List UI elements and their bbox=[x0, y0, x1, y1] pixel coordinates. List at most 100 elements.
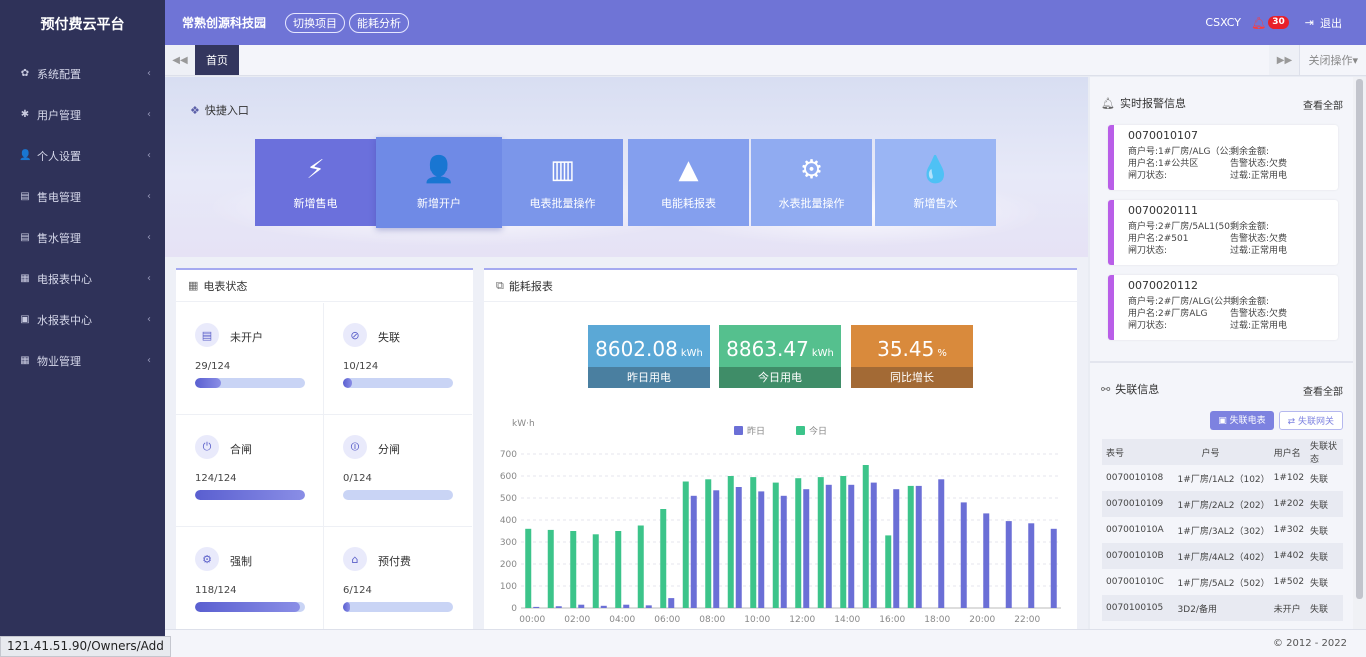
meter-status-progress bbox=[195, 602, 305, 612]
logout-button[interactable]: ⇥ 退出 bbox=[1305, 15, 1342, 31]
sidebar-item-4[interactable]: ▤ 售水管理 ‹ bbox=[0, 217, 165, 258]
meter-status-item[interactable]: ▤ 未开户 29/124 bbox=[176, 303, 324, 415]
table-row[interactable]: 007001010C 1#厂房/5AL2（502） 1#502 失联 bbox=[1102, 569, 1343, 595]
quick-tile-3[interactable]: ▲ 电能耗报表 bbox=[628, 139, 749, 226]
offline-cell: 1#厂房/4AL2（402） bbox=[1173, 543, 1270, 569]
table-row[interactable]: 0070100105 3D2/备用 未开户 失联 bbox=[1102, 595, 1343, 621]
table-row[interactable]: 007001010B 1#厂房/4AL2（402） 1#402 失联 bbox=[1102, 543, 1343, 569]
sidebar-item-5[interactable]: ▦ 电报表中心 ‹ bbox=[0, 258, 165, 299]
y-tick-label: 100 bbox=[500, 582, 517, 592]
bell-icon[interactable]: 🔔︎ bbox=[1251, 15, 1267, 30]
bar-today bbox=[817, 477, 824, 608]
offline-cell: 失联 bbox=[1306, 491, 1343, 517]
offline-meter-label: 失联电表 bbox=[1229, 416, 1266, 426]
tab-home[interactable]: 首页 bbox=[195, 45, 239, 75]
y-tick-label: 600 bbox=[500, 472, 517, 482]
offline-filter-buttons: ▣ 失联电表 ⇄ 失联网关 bbox=[1205, 411, 1343, 430]
bar-yesterday bbox=[555, 606, 562, 608]
close-operations-dropdown[interactable]: 关闭操作 ▾ bbox=[1299, 45, 1366, 75]
energy-stat-value: 35.45 bbox=[877, 337, 935, 361]
tab-scroll-left-icon[interactable]: ◀◀ bbox=[165, 45, 195, 75]
bar-today bbox=[637, 525, 644, 608]
sidebar: 预付费云平台 ✿ 系统配置 ‹ ✱ 用户管理 ‹ 👤 个人设置 ‹ ▤ 售电管理 ‹ ▤ 售水管理 ‹ ▦ 电报… bbox=[0, 0, 165, 657]
sidebar-item-0[interactable]: ✿ 系统配置 ‹ bbox=[0, 53, 165, 94]
tab-scroll-right-icon[interactable]: ▶▶ bbox=[1269, 45, 1300, 75]
alarm-detail-row: 用户名:1#公共区 告警状态:欠费 bbox=[1128, 158, 1338, 170]
meter-status-item[interactable]: ⊘ 失联 10/124 bbox=[324, 303, 472, 415]
grid-icon: ▦ bbox=[20, 273, 30, 284]
meter-status-item[interactable]: ⌂ 预付费 6/124 bbox=[324, 527, 472, 629]
quick-tile-0[interactable]: ⚡ 新增售电 bbox=[255, 139, 376, 226]
quick-tile-2[interactable]: ▥ 电表批量操作 bbox=[502, 139, 623, 226]
alarm-card[interactable]: 0070020112 商户号:2#厂房/ALG(公共 剩余金额: 用户名:2#厂房AL… bbox=[1108, 275, 1338, 340]
meter-status-item[interactable]: ⚙ 强制 118/124 bbox=[176, 527, 324, 629]
alarm-load-status: 过载:正常用电 bbox=[1230, 171, 1288, 181]
alarm-count-badge[interactable]: 30 bbox=[1268, 16, 1289, 29]
sidebar-item-1[interactable]: ✱ 用户管理 ‹ bbox=[0, 94, 165, 135]
alarm-card[interactable]: 0070010107商户号:1#厂房/ALG（公共区剩余金额:用户名:1#公共区… bbox=[1108, 125, 1338, 190]
alarm-detail-row: 用户名:2#厂房ALG 告警状态:欠费 bbox=[1128, 308, 1338, 320]
sidebar-item-label: 物业管理 bbox=[37, 354, 81, 368]
offline-section-title: 失联信息 bbox=[1115, 383, 1160, 396]
alarm-view-all-link[interactable]: 查看全部 bbox=[1303, 101, 1343, 112]
meter-card-icon: ▤ bbox=[195, 323, 219, 347]
card-icon: ▤ bbox=[20, 191, 30, 202]
offline-view-all-link[interactable]: 查看全部 bbox=[1303, 387, 1343, 398]
status-bar-url: 121.41.51.90/Owners/Add bbox=[0, 636, 171, 657]
bar-yesterday bbox=[578, 604, 585, 608]
switch-project-button[interactable]: 切换项目 bbox=[285, 12, 346, 33]
meter-status-progress bbox=[343, 602, 453, 612]
x-tick-label: 18:00 bbox=[924, 615, 950, 625]
chevron-left-icon: ‹ bbox=[147, 191, 151, 202]
offline-cell: 1#102 bbox=[1273, 473, 1305, 483]
bar-yesterday bbox=[735, 487, 742, 608]
offline-cell: 失联 bbox=[1306, 595, 1343, 621]
chevron-left-icon: ‹ bbox=[147, 150, 151, 161]
quick-tile-5[interactable]: 💧 新增售水 bbox=[875, 139, 996, 226]
offline-meter-button[interactable]: ▣ 失联电表 bbox=[1210, 411, 1274, 430]
energy-analysis-button[interactable]: 能耗分析 bbox=[349, 12, 410, 33]
bar-yesterday bbox=[1050, 528, 1057, 608]
switch-on-icon: ⏻ bbox=[195, 435, 219, 459]
energy-stat-box: 8863.47 kWh 今日用电 bbox=[719, 325, 841, 389]
table-row[interactable]: 0070010108 1#厂房/1AL2（102） 1#102 失联 bbox=[1102, 465, 1343, 491]
offline-cell: 3D2/备用 bbox=[1173, 595, 1270, 621]
caret-down-icon: ▾ bbox=[1352, 53, 1358, 67]
sidebar-item-label: 用户管理 bbox=[37, 108, 81, 122]
quick-tile-4[interactable]: ⚙ 水表批量操作 bbox=[751, 139, 872, 226]
alarm-card[interactable]: 0070020111 商户号:2#厂房/5AL1(501 剩余金额: 用户名:2#50… bbox=[1108, 200, 1338, 265]
bar-today bbox=[727, 476, 734, 608]
y-tick-label: 500 bbox=[500, 494, 517, 504]
sidebar-item-7[interactable]: ▦ 物业管理 ‹ bbox=[0, 340, 165, 381]
sidebar-item-6[interactable]: ▣ 水报表中心 ‹ bbox=[0, 299, 165, 340]
card-icon: ▤ bbox=[20, 232, 30, 243]
offline-gateway-button[interactable]: ⇄ 失联网关 bbox=[1278, 411, 1343, 430]
scrollbar-thumb[interactable] bbox=[1356, 79, 1363, 599]
meter-status-item[interactable]: ⏻ 合闸 124/124 bbox=[176, 415, 324, 527]
x-tick-label: 02:00 bbox=[564, 615, 590, 625]
meter-status-item[interactable]: ⏼ 分闸 0/124 bbox=[324, 415, 472, 527]
table-row[interactable]: 007001010A 1#厂房/3AL2（302） 1#302 失联 bbox=[1102, 517, 1343, 543]
alarm-alarm-status: 告警状态:欠费 bbox=[1230, 234, 1288, 244]
quick-tile-label: 水表批量操作 bbox=[778, 196, 845, 210]
offline-column-header: 表号 bbox=[1102, 439, 1174, 465]
alarm-merchant: 商户号:2#厂房/5AL1(501 bbox=[1128, 222, 1230, 232]
alarm-balance: 剩余金额: bbox=[1230, 147, 1270, 157]
alarm-detail-row: 闸刀状态: 过载:正常用电 bbox=[1128, 320, 1338, 332]
quick-entry-banner: ❖ 快捷入口 ⚡ 新增售电 👤 新增开户 ▥ 电表批量操作 ▲ 电能耗报表 ⚙ 水表批量操作 💧 新增… bbox=[165, 77, 1088, 257]
quick-tile-1[interactable]: 👤 新增开户 bbox=[376, 137, 502, 228]
apps-icon: ❖ bbox=[190, 103, 200, 117]
energy-stat-unit: kWh bbox=[811, 348, 834, 359]
y-tick-label: 700 bbox=[500, 450, 517, 460]
logout-icon: ⇥ bbox=[1304, 16, 1314, 29]
username: CSXCY bbox=[1205, 16, 1242, 29]
sidebar-item-2[interactable]: 👤 个人设置 ‹ bbox=[0, 135, 165, 176]
sidebar-item-label: 水报表中心 bbox=[37, 313, 92, 327]
offline-column-header: 失联状态 bbox=[1306, 439, 1343, 465]
sidebar-item-3[interactable]: ▤ 售电管理 ‹ bbox=[0, 176, 165, 217]
right-scrollbar[interactable] bbox=[1353, 77, 1366, 629]
legend-label: 今日 bbox=[809, 425, 827, 437]
legend-label: 昨日 bbox=[747, 425, 765, 437]
table-row[interactable]: 0070010109 1#厂房/2AL2（202） 1#202 失联 bbox=[1102, 491, 1343, 517]
bar-yesterday bbox=[690, 495, 697, 608]
